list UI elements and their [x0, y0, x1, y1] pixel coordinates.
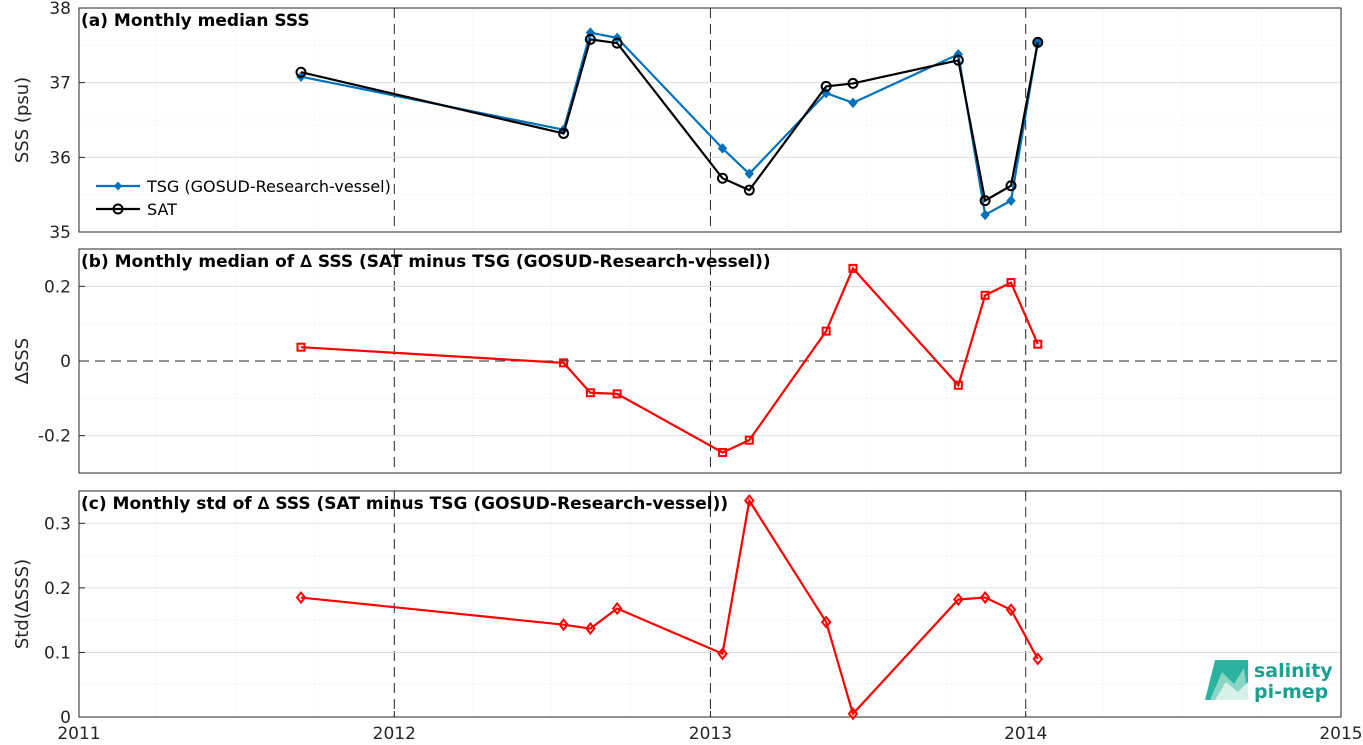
- data-point: [980, 209, 990, 221]
- data-point: [953, 592, 964, 607]
- x-tick-label: 2012: [373, 724, 416, 744]
- y-axis-label: Std(∆SSS): [12, 559, 33, 649]
- data-point: [847, 707, 859, 721]
- y-tick-label: 0.2: [44, 579, 71, 599]
- panel-title: (b) Monthly median of ∆ SSS (SAT minus T…: [81, 252, 771, 272]
- y-tick-label: 37: [49, 74, 71, 94]
- data-point: [1032, 36, 1044, 48]
- data-point: [821, 326, 831, 336]
- y-tick-label: 35: [49, 223, 71, 243]
- logo-graphic: [1205, 660, 1248, 700]
- panel-c: 0 0.1 0.2 0.3 Std(∆SSS) (c) Monthly std of ∆ …: [12, 490, 1363, 744]
- logo: salinity pi-mep: [1205, 660, 1333, 703]
- data-point: [612, 389, 622, 399]
- data-point: [743, 184, 755, 196]
- data-point: [820, 615, 832, 629]
- data-point: [295, 66, 307, 78]
- data-point: [717, 647, 728, 661]
- data-point: [953, 380, 963, 390]
- legend-entry: TSG (GOSUD-Research-vessel): [146, 177, 391, 196]
- y-tick-label: 0: [60, 708, 71, 728]
- data-point: [979, 590, 991, 605]
- axes-frame: [78, 248, 1342, 474]
- y-tick-label: 0.3: [44, 514, 71, 534]
- y-tick-label: 0.1: [44, 643, 71, 663]
- data-point: [717, 143, 728, 154]
- data-point: [718, 447, 728, 457]
- data-point: [611, 37, 623, 49]
- y-tick-label: 38: [49, 0, 71, 19]
- series-line: [300, 31, 1039, 217]
- data-point: [558, 127, 570, 139]
- data-point: [296, 342, 306, 352]
- data-point: [584, 33, 596, 45]
- data-point: [585, 388, 595, 398]
- data-point: [1005, 603, 1017, 617]
- data-point: [848, 97, 858, 109]
- legend-marker: [114, 181, 122, 191]
- data-point: [952, 54, 964, 66]
- panel-b: -0.2 0 0.2 ∆SSS (b) Monthly median of ∆ SSS …: [12, 248, 1342, 474]
- data-point: [558, 618, 569, 632]
- panel-title: (c) Monthly std of ∆ SSS (SAT minus TSG …: [81, 494, 728, 514]
- series-line: [300, 497, 1039, 716]
- data-point: [1006, 195, 1016, 206]
- data-point: [847, 77, 859, 89]
- data-point: [1033, 339, 1043, 349]
- data-point: [820, 80, 832, 92]
- y-tick-label: 36: [49, 148, 71, 168]
- data-point: [717, 172, 729, 184]
- logo-line2: pi-mep: [1254, 681, 1328, 703]
- series-line: [300, 266, 1039, 454]
- panel-a: 35 36 37 38 SSS (psu) (a) Monthly median SSS T…: [12, 0, 1342, 243]
- axes-frame: [78, 7, 1342, 233]
- data-point: [1005, 180, 1017, 192]
- x-tick-label: 2014: [1004, 724, 1047, 744]
- x-tick-label: 2015: [1319, 724, 1362, 744]
- y-tick-label: 0.2: [44, 277, 71, 297]
- panel-title: (a) Monthly median SSS: [81, 11, 310, 31]
- legend: TSG (GOSUD-Research-vessel) SAT: [96, 177, 391, 219]
- y-tick-label: -0.2: [38, 427, 71, 447]
- data-point: [559, 358, 569, 368]
- data-point: [848, 263, 858, 273]
- x-tick-label: 2013: [689, 724, 732, 744]
- x-tick-label: 2011: [57, 724, 100, 744]
- data-point: [744, 435, 754, 445]
- data-point: [980, 290, 990, 300]
- legend-marker: [112, 203, 124, 215]
- y-tick-label: 0: [60, 352, 71, 372]
- y-axis-label: ∆SSS: [12, 338, 33, 385]
- y-axis-label: SSS (psu): [12, 77, 33, 163]
- data-point: [1032, 652, 1044, 666]
- legend-entry: SAT: [147, 200, 177, 219]
- data-point: [585, 621, 596, 636]
- data-point: [611, 601, 623, 616]
- logo-line1: salinity: [1254, 660, 1333, 682]
- data-point: [979, 195, 991, 207]
- data-point: [744, 494, 755, 508]
- data-point: [295, 590, 307, 605]
- data-point: [744, 168, 754, 180]
- data-point: [1006, 278, 1016, 288]
